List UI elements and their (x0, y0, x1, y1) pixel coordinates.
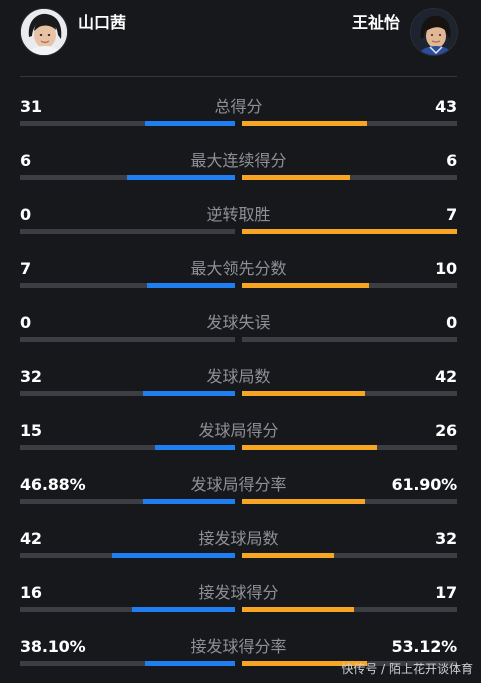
stat-right-bar-fill (242, 607, 354, 612)
stat-left-bar-fill (155, 445, 235, 450)
stat-left-value: 15 (20, 421, 42, 440)
stat-left-bar-track (20, 499, 235, 504)
stat-label: 发球失误 (206, 313, 271, 332)
stat-left-bar-track (20, 445, 235, 450)
stat-left-value: 46.88% (20, 475, 86, 494)
stat-right-bar-track (242, 283, 457, 288)
stat-left-bar-fill (145, 121, 235, 126)
stat-label: 接发球局数 (198, 529, 279, 548)
stat-left-value: 42 (20, 529, 42, 548)
stat-label: 总得分 (214, 97, 263, 116)
stat-right-bar-track (242, 499, 457, 504)
stat-left-bar-fill (145, 661, 235, 666)
stat-right-bar-track (242, 445, 457, 450)
stat-right-value: 53.12% (391, 637, 458, 656)
stat-left-bar-track (20, 283, 235, 288)
stat-left-bar-fill (147, 283, 235, 288)
stat-label: 接发球得分率 (190, 637, 287, 656)
stat-left-bar-track (20, 337, 235, 342)
stat-row: 42 接发球局数 32 (20, 529, 457, 574)
stat-left-bar-track (20, 229, 235, 234)
stat-right-value: 7 (446, 205, 457, 224)
stat-right-value: 0 (446, 313, 457, 332)
stat-right-bar-track (242, 391, 457, 396)
stat-left-bar-track (20, 553, 235, 558)
header-divider (20, 76, 457, 77)
stat-right-bar-fill (242, 499, 365, 504)
stat-left-bar-fill (127, 175, 235, 180)
stat-right-value: 32 (435, 529, 457, 548)
stat-label: 发球局得分率 (190, 475, 287, 494)
stat-right-bar-track (242, 337, 457, 342)
stat-row: 31 总得分 43 (20, 97, 457, 142)
player-right-name: 王祉怡 (351, 13, 400, 32)
stat-right-bar-track (242, 175, 457, 180)
watermark: 快传号 / 陌上花开谈体育 (341, 662, 473, 676)
player-right-portrait-icon (411, 9, 457, 55)
stat-right-bar-fill (242, 391, 365, 396)
stat-left-bar-fill (112, 553, 235, 558)
stat-left-value: 0 (20, 205, 31, 224)
stat-row: 46.88% 发球局得分率 61.90% (20, 475, 457, 520)
stat-left-value: 31 (20, 97, 42, 116)
stat-left-bar-track (20, 175, 235, 180)
stat-right-value: 26 (435, 421, 457, 440)
stat-left-value: 7 (20, 259, 31, 278)
player-right-avatar[interactable] (410, 8, 458, 56)
stat-left-value: 32 (20, 367, 42, 386)
stat-left-value: 0 (20, 313, 31, 332)
stat-right-value: 6 (446, 151, 457, 170)
stat-left-bar-fill (143, 391, 235, 396)
stat-row: 0 发球失误 0 (20, 313, 457, 358)
stat-left-bar-track (20, 391, 235, 396)
stat-left-value: 6 (20, 151, 31, 170)
stat-right-bar-track (242, 607, 457, 612)
stat-left-value: 38.10% (20, 637, 86, 656)
stat-left-bar-track (20, 121, 235, 126)
stat-right-bar-track (242, 121, 457, 126)
stat-left-bar-fill (132, 607, 235, 612)
stat-right-bar-fill (242, 661, 367, 666)
stat-row: 7 最大领先分数 10 (20, 259, 457, 304)
stat-label: 逆转取胜 (206, 205, 271, 224)
stat-row: 0 逆转取胜 7 (20, 205, 457, 250)
stat-left-bar-fill (143, 499, 235, 504)
stat-label: 最大连续得分 (190, 151, 287, 170)
stat-right-value: 42 (435, 367, 457, 386)
stat-left-bar-track (20, 607, 235, 612)
stat-label: 接发球得分 (198, 583, 279, 602)
stat-row: 32 发球局数 42 (20, 367, 457, 412)
stat-right-bar-fill (242, 553, 334, 558)
stat-right-value: 43 (435, 97, 457, 116)
stat-right-value: 17 (435, 583, 457, 602)
stat-label: 发球局数 (206, 367, 271, 386)
match-header: 山口茜 王祉怡 (0, 0, 481, 76)
stat-right-bar-track (242, 553, 457, 558)
stat-right-bar-fill (242, 445, 377, 450)
stat-right-bar-track (242, 229, 457, 234)
stat-label: 发球局得分 (198, 421, 279, 440)
stat-right-bar-track (242, 661, 457, 666)
stat-right-bar-fill (242, 121, 367, 126)
stat-right-bar-fill (242, 175, 350, 180)
stat-left-bar-track (20, 661, 235, 666)
stat-right-value: 61.90% (391, 475, 458, 494)
stat-left-value: 16 (20, 583, 42, 602)
stat-row: 38.10% 接发球得分率 53.12% (20, 637, 457, 682)
stat-row: 6 最大连续得分 6 (20, 151, 457, 196)
player-left-portrait-icon (21, 9, 67, 55)
stat-row: 15 发球局得分 26 (20, 421, 457, 466)
stat-label: 最大领先分数 (190, 259, 287, 278)
player-left-name: 山口茜 (78, 13, 127, 32)
stat-right-value: 10 (435, 259, 457, 278)
player-left-avatar[interactable] (20, 8, 68, 56)
stat-right-bar-fill (242, 229, 457, 234)
stat-right-bar-fill (242, 283, 369, 288)
stat-row: 16 接发球得分 17 (20, 583, 457, 628)
